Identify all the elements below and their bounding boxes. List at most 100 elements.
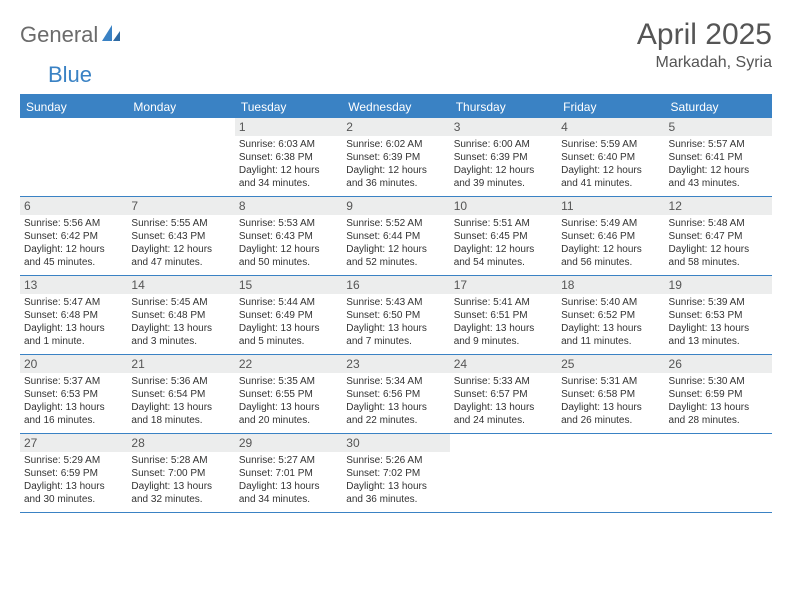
calendar-day: 17Sunrise: 5:41 AMSunset: 6:51 PMDayligh… [450, 276, 557, 354]
day-number: 12 [665, 197, 772, 215]
calendar-day: 16Sunrise: 5:43 AMSunset: 6:50 PMDayligh… [342, 276, 449, 354]
day-details: Sunrise: 5:31 AMSunset: 6:58 PMDaylight:… [557, 373, 664, 431]
calendar-day: . [557, 434, 664, 512]
day-details: Sunrise: 5:34 AMSunset: 6:56 PMDaylight:… [342, 373, 449, 431]
day-details: Sunrise: 5:36 AMSunset: 6:54 PMDaylight:… [127, 373, 234, 431]
calendar-day: 27Sunrise: 5:29 AMSunset: 6:59 PMDayligh… [20, 434, 127, 512]
day-details: Sunrise: 5:47 AMSunset: 6:48 PMDaylight:… [20, 294, 127, 352]
weekday: Thursday [450, 96, 557, 118]
calendar-week: 20Sunrise: 5:37 AMSunset: 6:53 PMDayligh… [20, 355, 772, 434]
day-details: Sunrise: 5:56 AMSunset: 6:42 PMDaylight:… [20, 215, 127, 273]
logo-text-b: Blue [20, 62, 92, 88]
calendar-day: 26Sunrise: 5:30 AMSunset: 6:59 PMDayligh… [665, 355, 772, 433]
day-details: Sunrise: 5:28 AMSunset: 7:00 PMDaylight:… [127, 452, 234, 510]
day-details: Sunrise: 5:51 AMSunset: 6:45 PMDaylight:… [450, 215, 557, 273]
day-details: Sunrise: 5:29 AMSunset: 6:59 PMDaylight:… [20, 452, 127, 510]
calendar-day: 4Sunrise: 5:59 AMSunset: 6:40 PMDaylight… [557, 118, 664, 196]
logo-sail-icon [100, 23, 122, 48]
day-number: 30 [342, 434, 449, 452]
day-number: 20 [20, 355, 127, 373]
calendar: Sunday Monday Tuesday Wednesday Thursday… [20, 94, 772, 513]
calendar-week: ..1Sunrise: 6:03 AMSunset: 6:38 PMDaylig… [20, 118, 772, 197]
day-details: Sunrise: 5:53 AMSunset: 6:43 PMDaylight:… [235, 215, 342, 273]
calendar-day: 11Sunrise: 5:49 AMSunset: 6:46 PMDayligh… [557, 197, 664, 275]
day-details: Sunrise: 5:43 AMSunset: 6:50 PMDaylight:… [342, 294, 449, 352]
day-details: Sunrise: 6:02 AMSunset: 6:39 PMDaylight:… [342, 136, 449, 194]
calendar-day: 8Sunrise: 5:53 AMSunset: 6:43 PMDaylight… [235, 197, 342, 275]
calendar-day: 1Sunrise: 6:03 AMSunset: 6:38 PMDaylight… [235, 118, 342, 196]
weekday: Tuesday [235, 96, 342, 118]
day-number: 19 [665, 276, 772, 294]
calendar-day: 28Sunrise: 5:28 AMSunset: 7:00 PMDayligh… [127, 434, 234, 512]
day-details: Sunrise: 5:59 AMSunset: 6:40 PMDaylight:… [557, 136, 664, 194]
calendar-day: 30Sunrise: 5:26 AMSunset: 7:02 PMDayligh… [342, 434, 449, 512]
day-details: Sunrise: 5:33 AMSunset: 6:57 PMDaylight:… [450, 373, 557, 431]
calendar-week: 6Sunrise: 5:56 AMSunset: 6:42 PMDaylight… [20, 197, 772, 276]
day-details: Sunrise: 5:40 AMSunset: 6:52 PMDaylight:… [557, 294, 664, 352]
day-number: 14 [127, 276, 234, 294]
day-number: 8 [235, 197, 342, 215]
day-number: 23 [342, 355, 449, 373]
day-number: 9 [342, 197, 449, 215]
day-details: Sunrise: 6:00 AMSunset: 6:39 PMDaylight:… [450, 136, 557, 194]
calendar-day: . [450, 434, 557, 512]
day-details: Sunrise: 5:44 AMSunset: 6:49 PMDaylight:… [235, 294, 342, 352]
day-number: 13 [20, 276, 127, 294]
calendar-day: 29Sunrise: 5:27 AMSunset: 7:01 PMDayligh… [235, 434, 342, 512]
calendar-day: 21Sunrise: 5:36 AMSunset: 6:54 PMDayligh… [127, 355, 234, 433]
day-details: Sunrise: 5:49 AMSunset: 6:46 PMDaylight:… [557, 215, 664, 273]
calendar-week: 13Sunrise: 5:47 AMSunset: 6:48 PMDayligh… [20, 276, 772, 355]
calendar-day: 22Sunrise: 5:35 AMSunset: 6:55 PMDayligh… [235, 355, 342, 433]
calendar-day: 24Sunrise: 5:33 AMSunset: 6:57 PMDayligh… [450, 355, 557, 433]
day-number: 26 [665, 355, 772, 373]
day-number: 25 [557, 355, 664, 373]
day-number: 15 [235, 276, 342, 294]
title-block: April 2025 Markadah, Syria [637, 18, 772, 72]
calendar-day: 5Sunrise: 5:57 AMSunset: 6:41 PMDaylight… [665, 118, 772, 196]
day-number: 7 [127, 197, 234, 215]
calendar-day: 15Sunrise: 5:44 AMSunset: 6:49 PMDayligh… [235, 276, 342, 354]
day-number: 2 [342, 118, 449, 136]
calendar-day: 25Sunrise: 5:31 AMSunset: 6:58 PMDayligh… [557, 355, 664, 433]
page-title: April 2025 [637, 18, 772, 52]
day-details: Sunrise: 5:26 AMSunset: 7:02 PMDaylight:… [342, 452, 449, 510]
calendar-day: 7Sunrise: 5:55 AMSunset: 6:43 PMDaylight… [127, 197, 234, 275]
day-details: Sunrise: 5:30 AMSunset: 6:59 PMDaylight:… [665, 373, 772, 431]
weekday: Monday [127, 96, 234, 118]
logo-text-a: General [20, 22, 98, 48]
calendar-day: 6Sunrise: 5:56 AMSunset: 6:42 PMDaylight… [20, 197, 127, 275]
calendar-day: . [665, 434, 772, 512]
calendar-day: . [127, 118, 234, 196]
calendar-day: 18Sunrise: 5:40 AMSunset: 6:52 PMDayligh… [557, 276, 664, 354]
calendar-day: 2Sunrise: 6:02 AMSunset: 6:39 PMDaylight… [342, 118, 449, 196]
day-number: 10 [450, 197, 557, 215]
day-details: Sunrise: 6:03 AMSunset: 6:38 PMDaylight:… [235, 136, 342, 194]
day-number: 4 [557, 118, 664, 136]
calendar-day: 10Sunrise: 5:51 AMSunset: 6:45 PMDayligh… [450, 197, 557, 275]
calendar-day: 20Sunrise: 5:37 AMSunset: 6:53 PMDayligh… [20, 355, 127, 433]
calendar-week: 27Sunrise: 5:29 AMSunset: 6:59 PMDayligh… [20, 434, 772, 513]
weekday: Friday [557, 96, 664, 118]
location: Markadah, Syria [637, 54, 772, 72]
day-details: Sunrise: 5:45 AMSunset: 6:48 PMDaylight:… [127, 294, 234, 352]
day-details: Sunrise: 5:27 AMSunset: 7:01 PMDaylight:… [235, 452, 342, 510]
day-details: Sunrise: 5:48 AMSunset: 6:47 PMDaylight:… [665, 215, 772, 273]
day-number: 21 [127, 355, 234, 373]
calendar-day: 19Sunrise: 5:39 AMSunset: 6:53 PMDayligh… [665, 276, 772, 354]
day-number: 17 [450, 276, 557, 294]
calendar-day: 9Sunrise: 5:52 AMSunset: 6:44 PMDaylight… [342, 197, 449, 275]
day-details: Sunrise: 5:35 AMSunset: 6:55 PMDaylight:… [235, 373, 342, 431]
weekday: Wednesday [342, 96, 449, 118]
day-details: Sunrise: 5:39 AMSunset: 6:53 PMDaylight:… [665, 294, 772, 352]
day-number: 28 [127, 434, 234, 452]
day-details: Sunrise: 5:55 AMSunset: 6:43 PMDaylight:… [127, 215, 234, 273]
day-details: Sunrise: 5:52 AMSunset: 6:44 PMDaylight:… [342, 215, 449, 273]
weekday: Saturday [665, 96, 772, 118]
day-number: 11 [557, 197, 664, 215]
weekday-header: Sunday Monday Tuesday Wednesday Thursday… [20, 96, 772, 118]
day-details: Sunrise: 5:41 AMSunset: 6:51 PMDaylight:… [450, 294, 557, 352]
day-number: 5 [665, 118, 772, 136]
day-number: 1 [235, 118, 342, 136]
calendar-day: 13Sunrise: 5:47 AMSunset: 6:48 PMDayligh… [20, 276, 127, 354]
calendar-day: 14Sunrise: 5:45 AMSunset: 6:48 PMDayligh… [127, 276, 234, 354]
